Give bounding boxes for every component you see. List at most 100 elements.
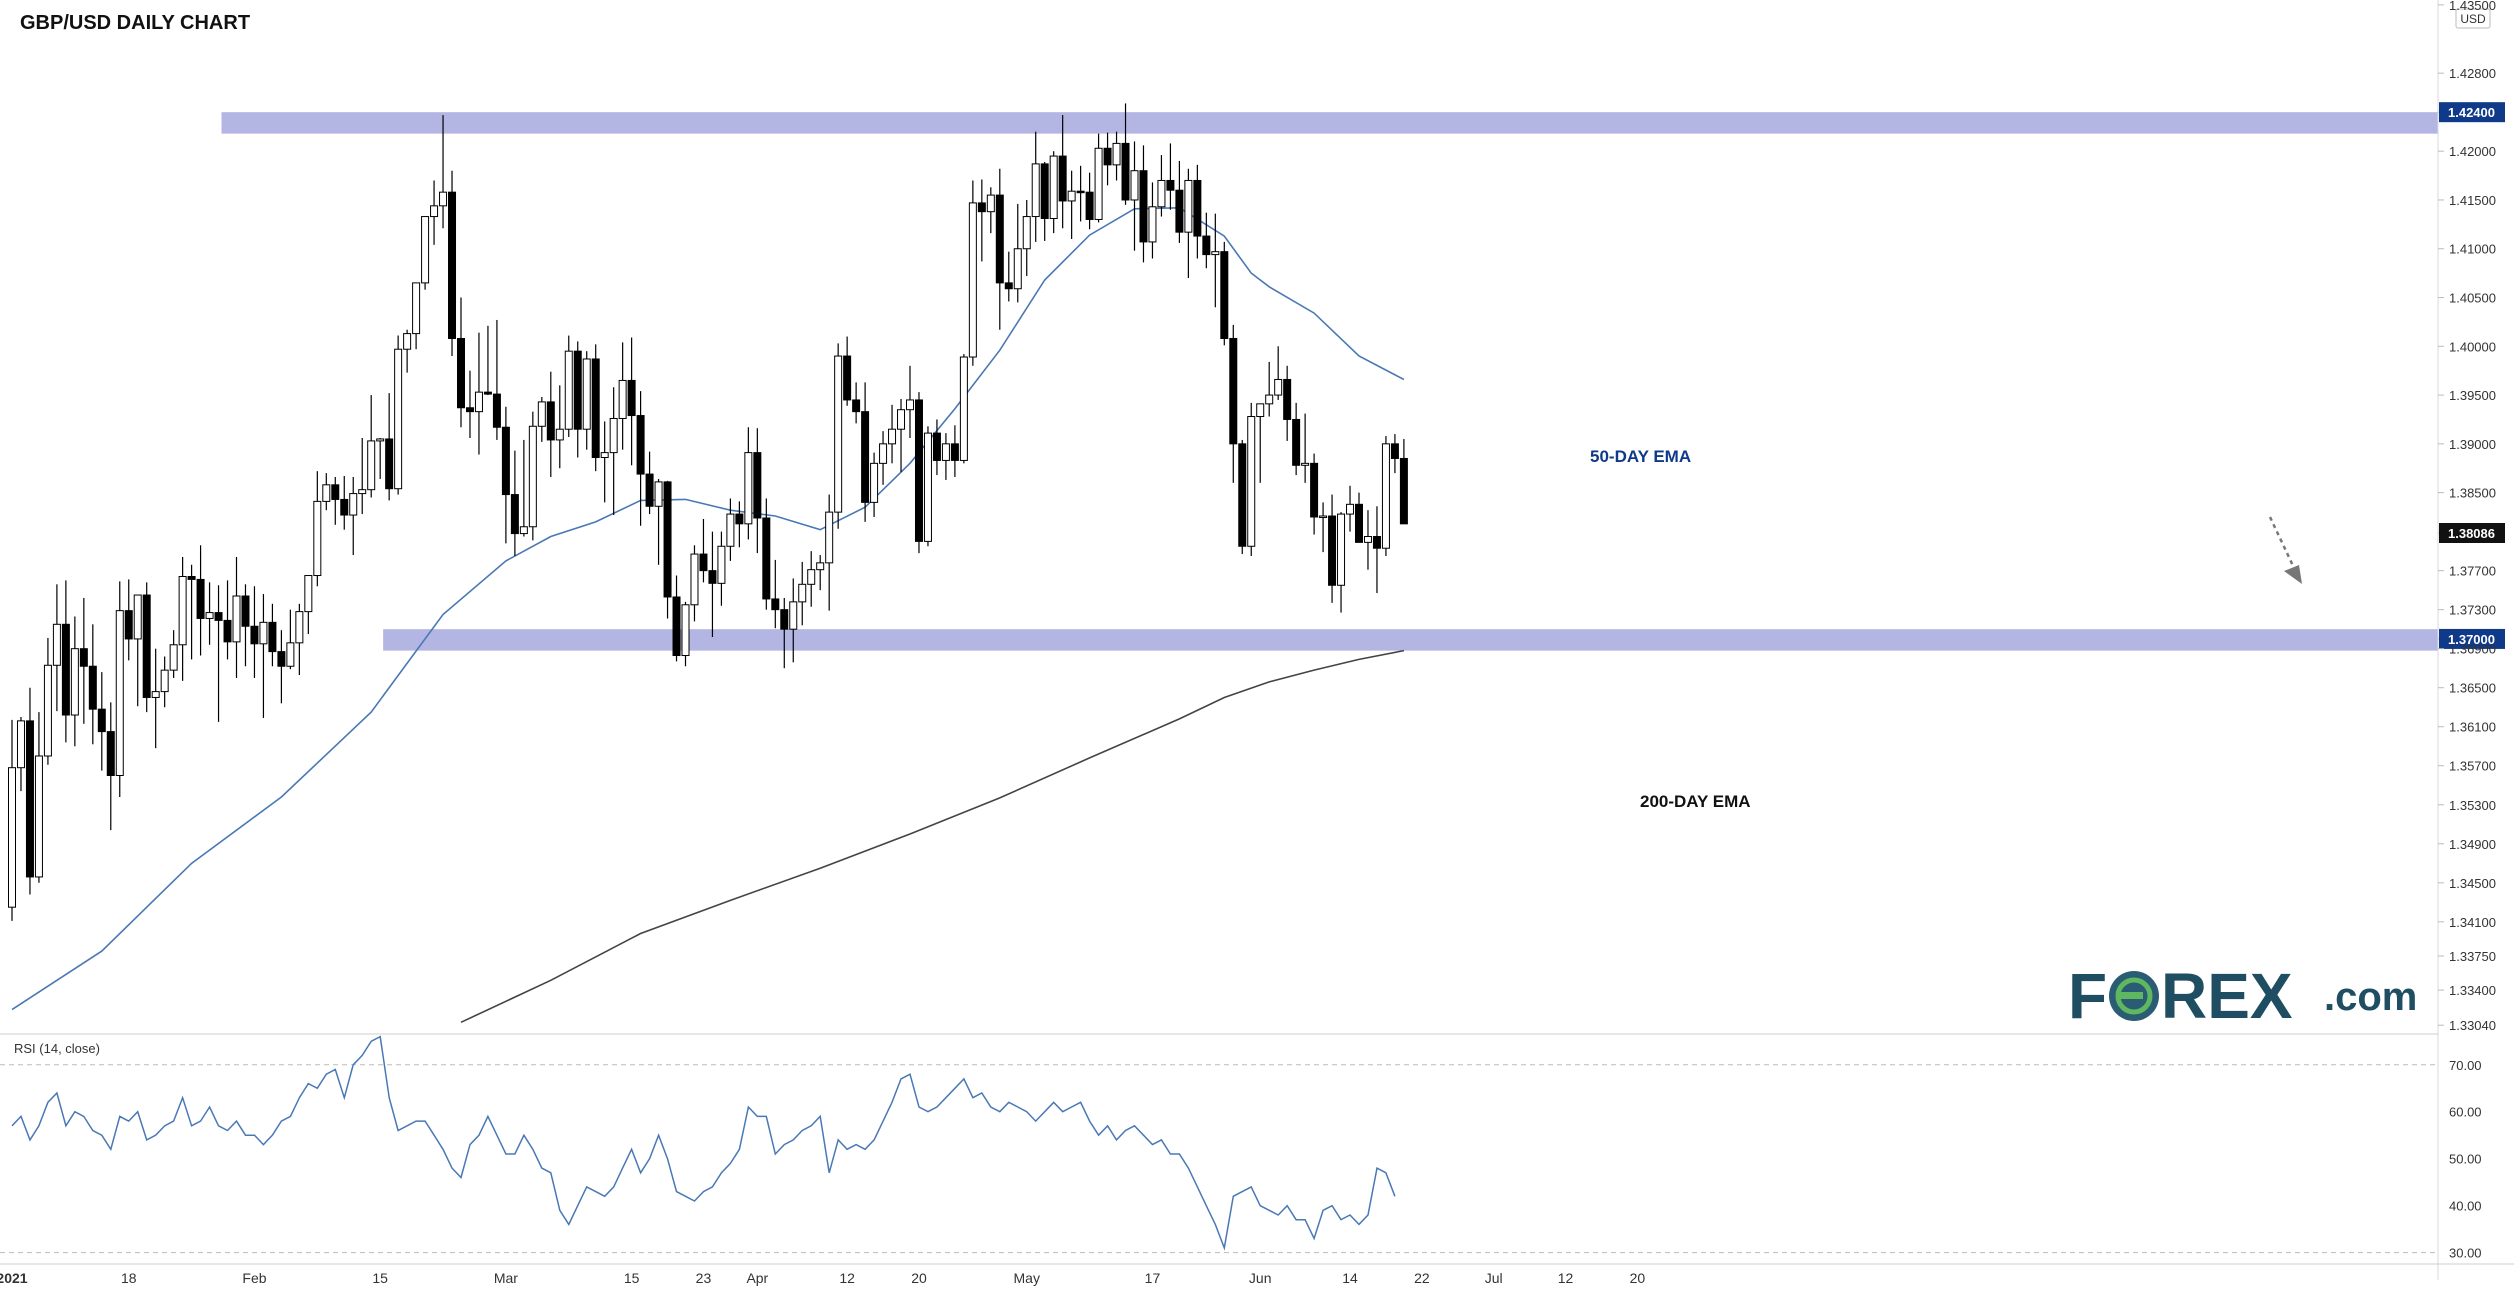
candle [843, 336, 852, 406]
candle [223, 580, 232, 660]
candle [941, 433, 950, 480]
price-tag-label: 1.42400 [2448, 105, 2495, 120]
y-tick-label: 1.40500 [2449, 291, 2496, 306]
candle [1337, 512, 1346, 613]
x-tick-label: 14 [1342, 1270, 1358, 1286]
candle [861, 382, 870, 522]
candle [672, 575, 681, 662]
candle [1031, 131, 1040, 242]
candle [1184, 168, 1193, 279]
candle [492, 319, 501, 440]
candle [430, 180, 439, 245]
candle [1193, 164, 1202, 259]
candle [879, 431, 888, 485]
x-tick-label: Jul [1485, 1270, 1503, 1286]
candle [1004, 251, 1013, 302]
candle [1283, 365, 1292, 441]
candle [510, 450, 519, 557]
candle [61, 580, 70, 743]
price-tag-label: 1.38086 [2448, 526, 2495, 541]
candle [358, 437, 367, 515]
y-tick-label: 1.42800 [2449, 66, 2496, 81]
candle [70, 616, 79, 747]
candle [816, 555, 825, 591]
candle [457, 297, 465, 428]
candle [340, 476, 349, 530]
y-tick-label: 1.41000 [2449, 242, 2496, 257]
y-tick-label: 1.35700 [2449, 759, 2496, 774]
x-tick-label: Jun [1249, 1270, 1272, 1286]
candle [133, 594, 142, 707]
candle [483, 325, 492, 396]
level-zone-0 [221, 112, 2438, 134]
globe-icon [2109, 971, 2159, 1021]
candle [771, 559, 780, 629]
candle [1390, 434, 1399, 474]
candle [376, 437, 385, 479]
x-tick-label: Mar [494, 1270, 518, 1286]
candle [501, 406, 510, 544]
svg-text:REX: REX [2161, 960, 2293, 1032]
candle [1355, 492, 1363, 543]
candle [412, 282, 421, 350]
candle [798, 561, 807, 626]
candle [914, 392, 923, 554]
candle [789, 578, 798, 663]
candle [367, 395, 376, 498]
candle [1148, 182, 1157, 259]
candle [753, 428, 762, 554]
ema-200-line [460, 649, 1405, 1024]
x-tick-label: 20 [911, 1270, 927, 1286]
candle [906, 365, 914, 438]
rsi-line [11, 1035, 1396, 1251]
ema-50-label: 50-DAY EMA [1590, 447, 1691, 466]
candle [986, 187, 995, 234]
candle [349, 477, 358, 556]
y-tick-label: 1.33750 [2449, 949, 2496, 964]
candle [1112, 131, 1121, 181]
candle [537, 397, 546, 442]
level-zone-1 [383, 629, 2439, 651]
candle [528, 411, 537, 541]
candle [205, 582, 214, 645]
candle [1301, 413, 1310, 483]
candle [1381, 436, 1390, 557]
candle [286, 609, 295, 670]
candle [870, 452, 879, 517]
candle [142, 582, 151, 713]
candle [1013, 203, 1022, 303]
y-tick-label: 1.33040 [2449, 1018, 2496, 1033]
y-tick-label: 1.36900 [2449, 642, 2496, 657]
x-tick-label: 2021 [0, 1270, 28, 1286]
candle [304, 575, 313, 635]
candle [403, 329, 412, 373]
candle [232, 556, 241, 678]
svg-text:F: F [2068, 960, 2107, 1032]
candle [699, 518, 708, 583]
x-tick-label: 23 [696, 1270, 712, 1286]
candle [726, 498, 735, 561]
candle [636, 391, 645, 526]
candle [519, 439, 528, 537]
candle [609, 387, 618, 516]
candle [1211, 213, 1220, 308]
y-tick-label: 1.39500 [2449, 388, 2496, 403]
candle [923, 426, 932, 547]
candle [1058, 115, 1067, 229]
candle [780, 597, 789, 669]
candle [277, 630, 286, 704]
price-tag-label: 1.37000 [2448, 632, 2495, 647]
rsi-tick-label: 30.00 [2449, 1246, 2482, 1261]
y-tick-label: 1.43500 [2449, 0, 2496, 13]
x-tick-label: 12 [839, 1270, 855, 1286]
candle [1085, 172, 1094, 230]
y-tick-label: 1.36100 [2449, 720, 2496, 735]
candle [1328, 494, 1337, 603]
candle [79, 597, 88, 724]
candle [465, 370, 474, 438]
x-tick-label: 17 [1145, 1270, 1161, 1286]
candle [1399, 438, 1408, 525]
candle [1265, 361, 1274, 417]
candle [1346, 485, 1355, 532]
candle [439, 115, 448, 229]
